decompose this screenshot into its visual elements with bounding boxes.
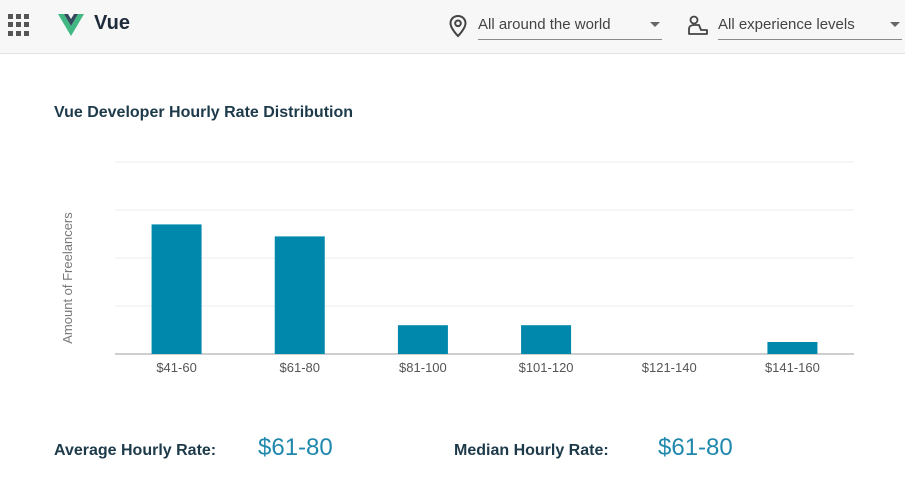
brand-name: Vue	[94, 12, 130, 34]
x-tick-label: $61-80	[280, 360, 320, 375]
bar-5[interactable]	[767, 342, 818, 354]
chevron-down-icon	[890, 22, 900, 27]
chevron-down-icon	[650, 22, 660, 27]
chart-title: Vue Developer Hourly Rate Distribution	[54, 104, 354, 121]
location-select[interactable]: All around the world	[478, 11, 662, 40]
bar-3[interactable]	[521, 325, 572, 354]
experience-select-value: All experience levels	[718, 16, 855, 33]
average-rate-value: $61-80	[258, 434, 333, 461]
apps-grid-icon[interactable]	[8, 14, 30, 36]
x-tick-label: $121-140	[642, 360, 697, 375]
median-rate-value: $61-80	[658, 434, 733, 461]
median-rate-label: Median Hourly Rate:	[454, 442, 609, 459]
y-axis-label: Amount of Freelancers	[60, 212, 75, 344]
vue-logo-icon	[58, 14, 84, 36]
hourly-rate-bar-chart: $41-60 $61-80 $81-100 $101-120 $121-140 $141-…	[60, 161, 854, 375]
bar-0[interactable]	[151, 224, 202, 354]
location-select-value: All around the world	[478, 16, 611, 33]
x-tick-label: $101-120	[519, 360, 574, 375]
experience-select[interactable]: All experience levels	[718, 11, 902, 40]
bar-1[interactable]	[274, 236, 325, 354]
x-tick-label: $41-60	[156, 360, 196, 375]
x-tick-label: $81-100	[399, 360, 447, 375]
x-tick-label: $141-160	[765, 360, 820, 375]
grid-lines	[115, 161, 854, 355]
bars	[151, 224, 818, 354]
bar-2[interactable]	[397, 325, 448, 354]
x-tick-labels: $41-60 $61-80 $81-100 $101-120 $121-140 $141-…	[156, 360, 820, 375]
top-bar: Vue All around the world All experience …	[0, 0, 905, 54]
user-experience-icon	[688, 15, 708, 35]
average-rate-label: Average Hourly Rate:	[54, 442, 217, 459]
location-pin-icon	[449, 14, 467, 38]
